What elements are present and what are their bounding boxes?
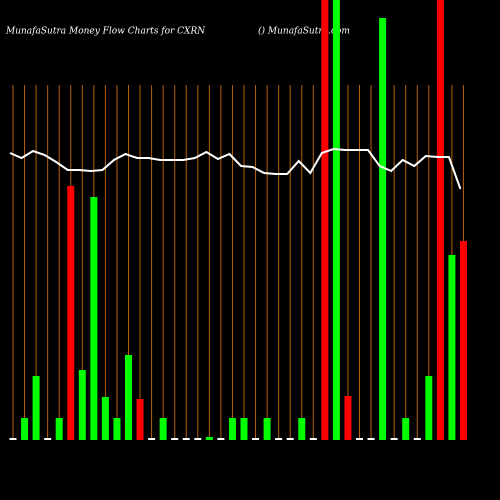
bar (459, 241, 467, 440)
bar (332, 0, 340, 440)
bar (252, 438, 260, 440)
bar (367, 438, 375, 440)
bar (55, 418, 63, 440)
bar (113, 418, 121, 440)
bar (298, 418, 306, 440)
bar (32, 376, 40, 440)
bar (194, 438, 202, 440)
bar (182, 438, 190, 440)
bar (379, 18, 387, 440)
bar (309, 438, 317, 440)
bar (390, 438, 398, 440)
bar (159, 418, 167, 440)
bar (125, 355, 132, 440)
bar (136, 399, 144, 440)
bar (240, 418, 248, 440)
bar (321, 0, 329, 440)
bar (217, 438, 225, 440)
bar (21, 418, 29, 440)
bar (9, 438, 17, 440)
bar (67, 186, 75, 440)
chart-subtitle: () MunafaSutra.com (258, 26, 350, 37)
money-flow-line (9, 147, 462, 190)
bar (171, 438, 179, 440)
bar (413, 438, 421, 440)
bar (78, 370, 86, 440)
bar (286, 438, 294, 440)
bar (275, 438, 283, 440)
bar (425, 376, 433, 440)
bar (263, 418, 271, 440)
chart-title: MunafaSutra Money Flow Charts for CXRN (5, 27, 206, 37)
bar (402, 418, 410, 440)
bar (344, 396, 352, 440)
bar (90, 197, 98, 440)
bar (101, 397, 109, 440)
bar (448, 255, 456, 440)
bar (356, 438, 363, 440)
bar (44, 438, 52, 440)
bar (205, 437, 213, 440)
bar (228, 418, 236, 440)
bar (436, 0, 444, 440)
bar (148, 438, 156, 440)
